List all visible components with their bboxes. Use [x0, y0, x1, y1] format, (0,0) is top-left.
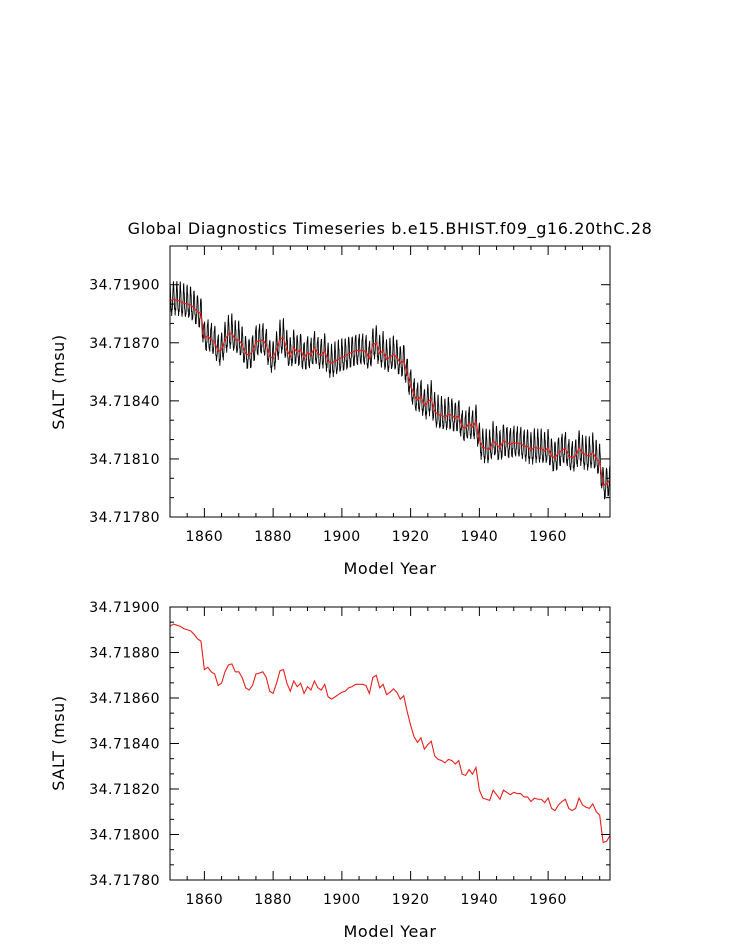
top-y-tick-label: 34.71900: [89, 278, 160, 294]
bottom-x-tick-label: 1900: [323, 892, 361, 908]
bottom-y-tick-label: 34.71800: [89, 828, 160, 844]
bottom-y-axis-label: SALT (msu): [49, 695, 68, 791]
bottom-x-tick-label: 1880: [254, 892, 292, 908]
top-y-tick-label: 34.71780: [89, 510, 160, 526]
bottom-x-axis-label: Model Year: [344, 922, 437, 941]
top-y-tick-label: 34.71840: [89, 394, 160, 410]
top-x-tick-label: 1860: [186, 529, 224, 545]
bottom-y-tick-label: 34.71840: [89, 737, 160, 753]
top-chart-title: Global Diagnostics Timeseries b.e15.BHIS…: [128, 219, 653, 239]
bottom-plot-frame: [169, 606, 611, 881]
bottom-x-tick-label: 1940: [461, 892, 499, 908]
bottom-x-tick-label: 1960: [529, 892, 567, 908]
top-plot-frame: [169, 245, 611, 518]
bottom-annual-series-line: [169, 623, 611, 844]
top-y-tick-label: 34.71870: [89, 336, 160, 352]
top-monthly-series-line: [169, 281, 611, 500]
bottom-y-tick-label: 34.71860: [89, 691, 160, 707]
bottom-y-tick-label: 34.71900: [89, 600, 160, 616]
bottom-x-tick-label: 1920: [392, 892, 430, 908]
top-x-axis-label: Model Year: [344, 559, 437, 578]
top-x-tick-label: 1960: [529, 529, 567, 545]
bottom-y-tick-label: 34.71780: [89, 873, 160, 889]
top-x-tick-label: 1920: [392, 529, 430, 545]
bottom-y-tick-label: 34.71880: [89, 646, 160, 662]
top-annual-series-line: [169, 298, 611, 486]
top-x-tick-label: 1940: [461, 529, 499, 545]
top-x-tick-label: 1900: [323, 529, 361, 545]
top-x-tick-label: 1880: [254, 529, 292, 545]
top-y-tick-label: 34.71810: [89, 452, 160, 468]
top-chart: Global Diagnostics Timeseries b.e15.BHIS…: [49, 219, 652, 578]
top-y-axis-label: SALT (msu): [49, 334, 68, 430]
bottom-chart: 1860 1880 1900 1920 1940 1960 34.71780 34.71800…: [49, 600, 611, 941]
bottom-x-tick-label: 1860: [186, 892, 224, 908]
bottom-y-tick-label: 34.71820: [89, 782, 160, 798]
